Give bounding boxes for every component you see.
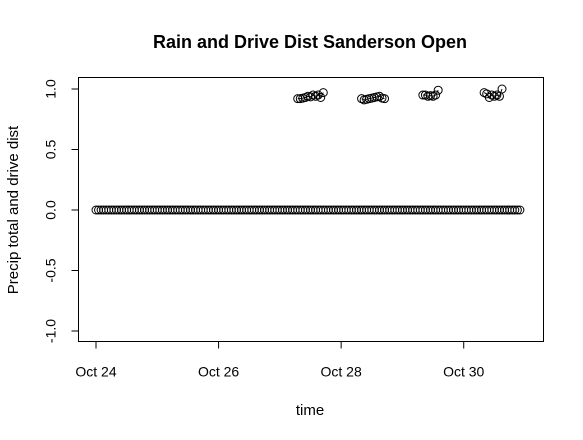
y-tick-label: 0.5	[43, 140, 59, 160]
y-tick-label: -1.0	[43, 319, 59, 343]
series-1	[91, 205, 525, 215]
y-tick-label: -0.5	[43, 258, 59, 282]
x-axis-label: time	[296, 402, 324, 419]
data-point	[433, 85, 443, 95]
x-tick-label: Oct 26	[198, 364, 239, 380]
data-point	[431, 90, 441, 100]
x-tick-label: Oct 30	[443, 364, 484, 380]
chart-title: Rain and Drive Dist Sanderson Open	[153, 32, 467, 52]
data-point	[313, 90, 323, 100]
data-point	[316, 92, 326, 102]
series-2	[293, 84, 507, 105]
data-point	[497, 84, 507, 94]
data-point	[515, 205, 525, 215]
y-tick-label: 0.0	[43, 200, 59, 220]
data-point	[374, 91, 384, 101]
y-axis: -1.0 -0.5 0.0 0.5 1.0	[43, 79, 79, 343]
series-line	[422, 89, 439, 97]
data-point	[318, 88, 328, 98]
series-layer	[91, 84, 525, 215]
data-point	[380, 94, 390, 104]
data-point	[512, 205, 522, 215]
data-point	[510, 205, 520, 215]
y-axis-label: Precip total and drive dist	[5, 125, 22, 294]
x-axis: Oct 24 Oct 26 Oct 28 Oct 30	[75, 341, 485, 380]
y-tick-label: 1.0	[43, 79, 59, 99]
x-tick-label: Oct 24	[75, 364, 116, 380]
x-tick-label: Oct 28	[321, 364, 362, 380]
